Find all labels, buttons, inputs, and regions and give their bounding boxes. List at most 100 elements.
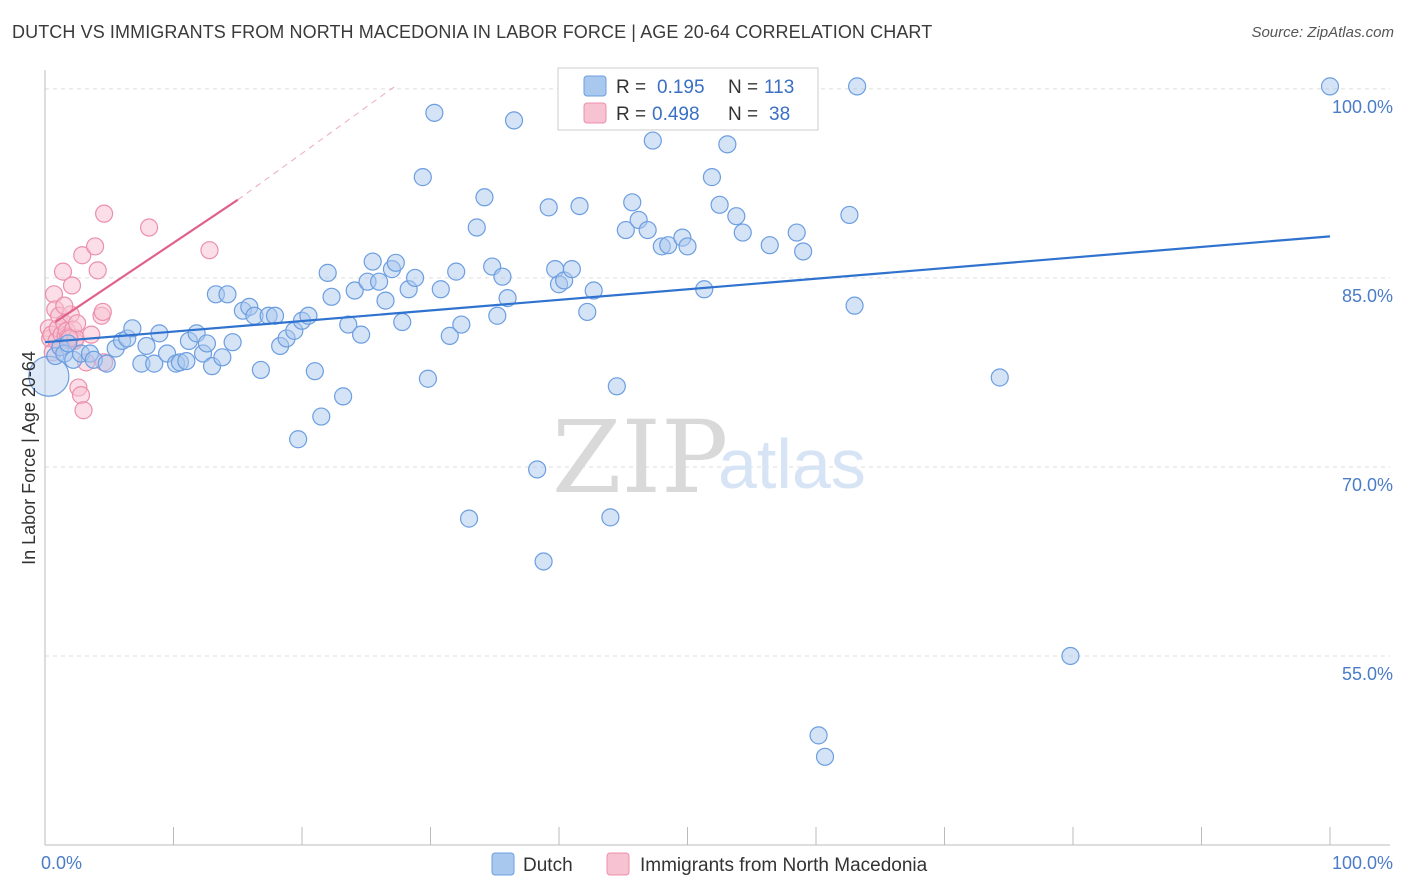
dutch-point-28 bbox=[213, 348, 232, 367]
trendlines bbox=[44, 83, 1331, 344]
mac-point-35 bbox=[93, 302, 112, 322]
watermark-zip: ZIP bbox=[552, 399, 728, 516]
dutch-point-88 bbox=[623, 193, 642, 212]
dutch-point-105 bbox=[809, 726, 828, 745]
legend-r-label-mac: R = bbox=[616, 104, 646, 125]
dutch-point-111 bbox=[1061, 646, 1080, 666]
y-tick-label-3: 100.0% bbox=[1332, 97, 1393, 117]
dutch-trendline bbox=[44, 235, 1331, 344]
dutch-point-93 bbox=[659, 236, 678, 255]
dutch-point-101 bbox=[733, 223, 752, 242]
legend-dutch-r: 0.195 bbox=[657, 77, 705, 98]
dutch-point-104 bbox=[794, 242, 813, 261]
tick-labels: 55.0% 70.0% 85.0% 100.0% 0.0% 100.0% bbox=[41, 97, 1393, 873]
dutch-point-45 bbox=[322, 287, 341, 306]
dutch-point-66 bbox=[459, 509, 479, 528]
dutch-point-53 bbox=[376, 291, 395, 310]
dutch-point-95 bbox=[678, 237, 697, 256]
dutch-point-52 bbox=[370, 272, 389, 291]
dutch-point-87 bbox=[616, 220, 635, 240]
dutch-point-70 bbox=[488, 306, 507, 325]
legend-n-label-mac: N = bbox=[728, 104, 758, 125]
gridlines bbox=[45, 88, 1390, 657]
dutch-point-91 bbox=[643, 131, 662, 150]
source-label: Source: ZipAtlas.com bbox=[1251, 24, 1394, 41]
legend-mac-n: 38 bbox=[769, 104, 790, 125]
bottom-legend-mac: Immigrants from North Macedonia bbox=[640, 855, 928, 876]
mac-point-18 bbox=[62, 276, 82, 295]
chart-title: DUTCH VS IMMIGRANTS FROM NORTH MACEDONIA… bbox=[12, 22, 933, 42]
dutch-point-30 bbox=[223, 333, 242, 352]
dutch-point-51 bbox=[363, 252, 382, 271]
dutch-point-13 bbox=[123, 319, 142, 338]
dutch-point-109 bbox=[848, 77, 867, 96]
mac-point-11 bbox=[53, 262, 73, 281]
dutch-point-64 bbox=[447, 262, 466, 281]
legend-dutch-swatch bbox=[583, 75, 607, 97]
mac-trendline bbox=[54, 198, 239, 323]
bottom-legend-mac-swatch bbox=[606, 852, 630, 876]
dutch-point-110 bbox=[990, 368, 1009, 387]
mac-trendline-extension bbox=[237, 83, 399, 201]
dutch-point-48 bbox=[345, 281, 364, 300]
mac-point-24 bbox=[73, 246, 92, 265]
dutch-point-25 bbox=[197, 334, 217, 353]
dutch-point-75 bbox=[528, 460, 547, 479]
dutch-point-65 bbox=[452, 315, 471, 334]
dutch-point-73 bbox=[504, 111, 524, 130]
dutch-point-44 bbox=[318, 263, 337, 282]
dutch-point-62 bbox=[431, 280, 450, 299]
dutch-point-15 bbox=[137, 336, 156, 356]
y-tick-label-1: 70.0% bbox=[1342, 475, 1393, 495]
dutch-point-99 bbox=[718, 135, 737, 154]
dutch-point-103 bbox=[787, 223, 806, 242]
y-tick-label-2: 85.0% bbox=[1342, 286, 1393, 306]
dutch-point-71 bbox=[493, 267, 512, 286]
dutch-point-107 bbox=[840, 205, 859, 225]
dutch-point-63 bbox=[440, 326, 459, 345]
dutch-point-42 bbox=[305, 362, 324, 381]
dutch-point-55 bbox=[386, 253, 405, 272]
x-tick-label-0: 0.0% bbox=[41, 853, 82, 873]
dutch-point-72 bbox=[498, 288, 517, 308]
legend-r-label-dutch: R = bbox=[616, 77, 646, 98]
bottom-legend-dutch-swatch bbox=[491, 852, 515, 876]
mac-point-25 bbox=[74, 401, 93, 420]
dutch-point-29 bbox=[218, 285, 237, 304]
dutch-point-106 bbox=[815, 747, 835, 766]
mac-point-30 bbox=[82, 325, 101, 344]
dutch-point-34 bbox=[251, 360, 270, 380]
dutch-point-77 bbox=[539, 198, 558, 217]
dutch-point-46 bbox=[334, 387, 353, 406]
legend-n-label-dutch: N = bbox=[728, 77, 758, 98]
dutch-point-100 bbox=[727, 207, 746, 226]
mac-point-37 bbox=[139, 218, 159, 237]
mac-point-28 bbox=[55, 296, 74, 315]
dutch-point-58 bbox=[405, 268, 425, 288]
dutch-point-81 bbox=[562, 260, 581, 279]
dutch-point-82 bbox=[570, 196, 589, 216]
series-north-macedonia bbox=[39, 204, 219, 420]
legend-dutch-n: 113 bbox=[764, 77, 794, 98]
mac-point-38 bbox=[200, 241, 219, 260]
dutch-point-59 bbox=[413, 168, 432, 187]
dutch-point-67 bbox=[467, 218, 486, 237]
dutch-point-43 bbox=[312, 407, 331, 426]
dutch-point-49 bbox=[352, 325, 371, 344]
dutch-point-74 bbox=[289, 430, 308, 449]
dutch-point-61 bbox=[425, 103, 444, 122]
dutch-point-98 bbox=[710, 195, 729, 214]
dutch-point-97 bbox=[702, 168, 722, 187]
x-tick-label-1: 100.0% bbox=[1332, 853, 1393, 873]
axes bbox=[44, 70, 1390, 846]
y-axis-label: In Labor Force | Age 20-64 bbox=[19, 351, 39, 565]
dutch-point-76 bbox=[534, 552, 553, 571]
dutch-point-60 bbox=[418, 369, 438, 388]
dutch-point-84 bbox=[584, 281, 603, 300]
dutch-point-85 bbox=[601, 508, 620, 527]
dutch-point-9 bbox=[97, 354, 116, 373]
legend-box: R = 0.195 N = 113 R = 0.498 N = 38 bbox=[557, 67, 819, 131]
dutch-point-16 bbox=[145, 354, 164, 373]
dutch-point-112 bbox=[1320, 77, 1340, 96]
